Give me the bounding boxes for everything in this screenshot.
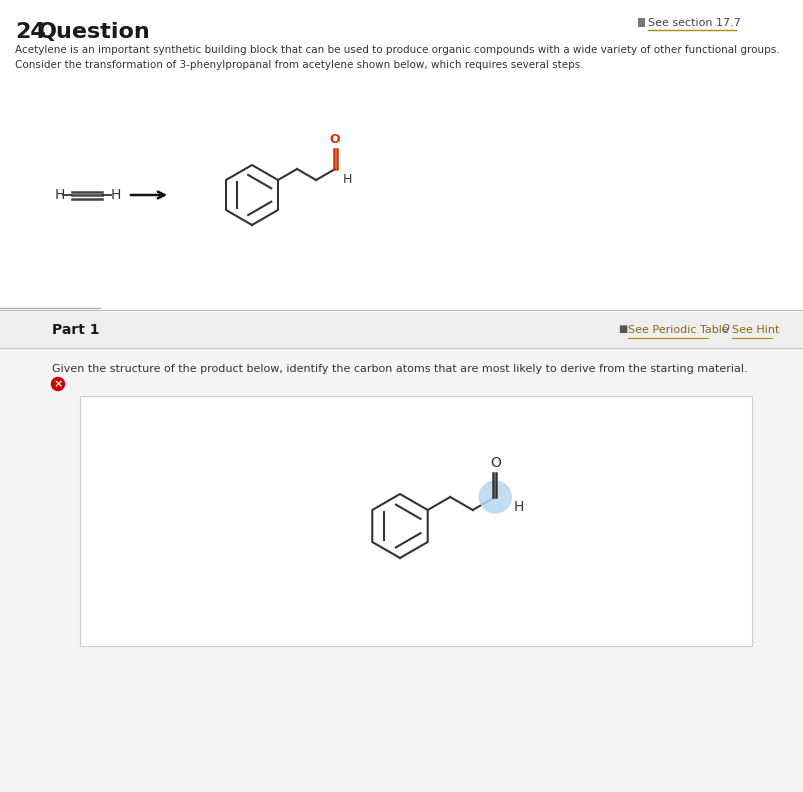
Text: H: H	[512, 500, 523, 514]
Text: H: H	[55, 188, 65, 202]
Text: See Hint: See Hint	[731, 325, 778, 335]
Text: ■: ■	[618, 324, 626, 334]
Text: Part 1: Part 1	[52, 323, 100, 337]
Text: Consider the transformation of 3-phenylpropanal from acetylene shown below, whic: Consider the transformation of 3-phenylp…	[15, 60, 583, 70]
Text: H: H	[111, 188, 121, 202]
Text: O: O	[489, 456, 500, 470]
Text: 24: 24	[15, 22, 46, 42]
Text: Acetylene is an important synthetic building block that can be used to produce o: Acetylene is an important synthetic buil…	[15, 45, 779, 55]
Bar	[0, 312, 803, 348]
Text: See section 17.7: See section 17.7	[647, 18, 740, 28]
Circle shape	[479, 481, 511, 513]
Text: Given the structure of the product below, identify the carbon atoms that are mos: Given the structure of the product below…	[52, 364, 747, 374]
Bar	[0, 0, 803, 310]
Text: See Periodic Table: See Periodic Table	[627, 325, 728, 335]
Text: H: H	[343, 173, 352, 186]
Text: Q: Q	[721, 324, 728, 334]
Bar	[638, 18, 644, 27]
Bar	[80, 396, 751, 646]
Text: O: O	[329, 133, 340, 146]
Circle shape	[51, 378, 64, 390]
Text: ×: ×	[53, 379, 63, 389]
Text: Question: Question	[38, 22, 151, 42]
Bar	[0, 310, 803, 792]
